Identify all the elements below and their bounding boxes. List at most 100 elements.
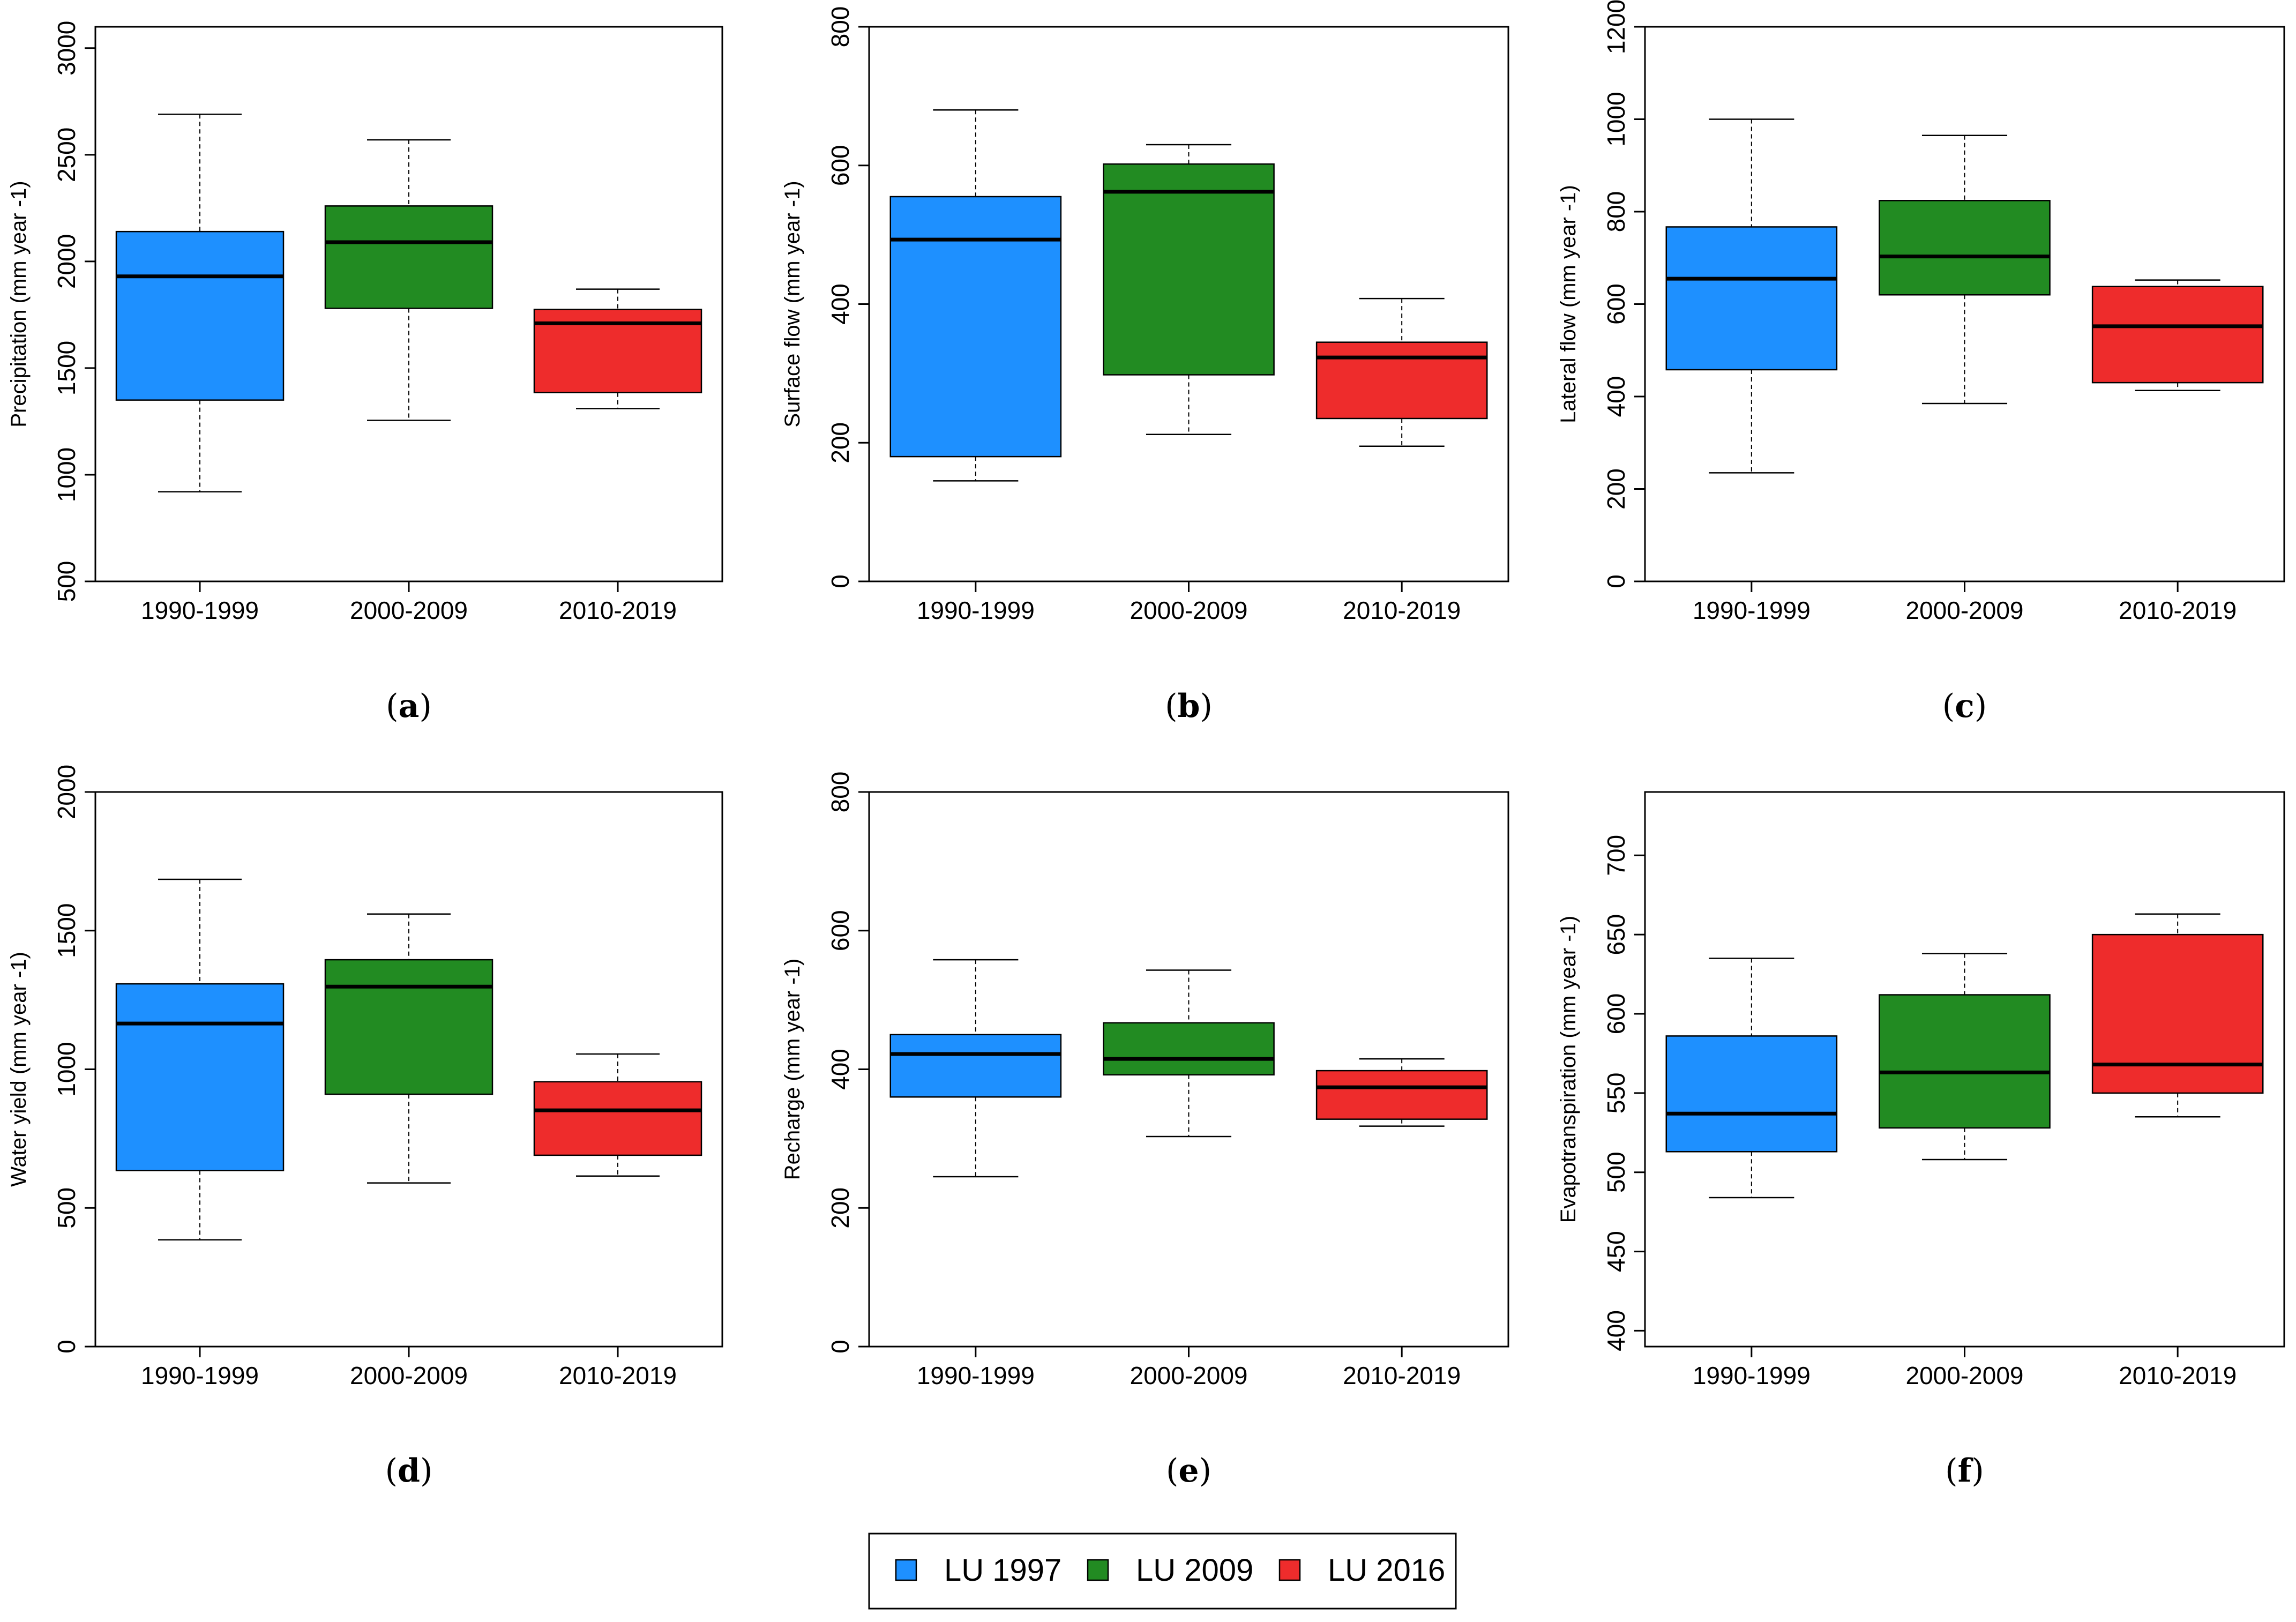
- y-tick-label: 800: [826, 772, 854, 813]
- box-a-3: [533, 288, 702, 409]
- x-tick-label: 1990-1999: [141, 1362, 259, 1389]
- y-tick-label: 2000: [53, 765, 80, 819]
- x-tick-label: 2000-2009: [350, 596, 468, 624]
- y-tick-label: 500: [53, 1187, 80, 1229]
- y-tick-label: 650: [1602, 914, 1630, 955]
- legend-item-2: LU 2009: [1087, 1553, 1253, 1588]
- box-iqr: [1103, 1022, 1275, 1076]
- box-f-1: [1665, 958, 1838, 1199]
- box-f-3: [2091, 913, 2264, 1118]
- y-tick-label: 400: [1602, 1310, 1630, 1351]
- panel-label: (d): [385, 1452, 433, 1490]
- box-iqr: [324, 205, 493, 309]
- x-tick-label: 2010-2019: [1343, 596, 1461, 624]
- y-tick-label: 0: [53, 1340, 80, 1354]
- y-tick-label: 800: [1602, 191, 1630, 233]
- x-tick-label: 1990-1999: [1693, 1362, 1811, 1389]
- box-b-3: [1315, 297, 1488, 447]
- y-tick-label: 2000: [53, 234, 80, 289]
- panel-f: 400 450 500 550 600 650 700 1990-1999 2000-2009 2…: [1557, 791, 2285, 1490]
- box-iqr: [889, 196, 1062, 458]
- y-tick-label: 400: [826, 283, 854, 325]
- y-tick-label: 1000: [53, 447, 80, 502]
- panel-b: 0 200 400 600 800 1990-1999 2000-2009 2010-2019…: [781, 6, 1509, 725]
- legend-label: LU 1997: [944, 1553, 1061, 1588]
- y-axis-title: Water yield (mm year -1): [7, 952, 31, 1187]
- box-c-3: [2091, 279, 2264, 392]
- y-axis-title: Evapotranspiration (mm year -1): [1557, 916, 1580, 1223]
- box-iqr: [1103, 163, 1275, 376]
- panel-c: 0 200 400 600 800 1000 1200 1990-1999 2000-2009 2…: [1557, 0, 2285, 725]
- y-tick-label: 200: [1602, 468, 1630, 510]
- legend-swatch: [1278, 1559, 1301, 1581]
- y-tick-label: 1000: [1602, 92, 1630, 146]
- legend: LU 1997 LU 2009 LU 2016: [868, 1533, 1457, 1610]
- box-iqr: [324, 959, 493, 1095]
- y-tick-label: 3000: [53, 21, 80, 76]
- panel-label: (b): [1165, 687, 1213, 725]
- box-a-2: [324, 139, 493, 421]
- box-b-1: [889, 109, 1062, 482]
- box-b-2: [1103, 144, 1275, 435]
- box-f-2: [1879, 953, 2051, 1161]
- panel-d: 0 500 1000 1500 2000 1990-1999 2000-2009 2010-2…: [7, 765, 723, 1490]
- box-iqr: [1665, 226, 1838, 371]
- y-tick-label: 550: [1602, 1072, 1630, 1113]
- y-tick-label: 450: [1602, 1231, 1630, 1272]
- box-c-1: [1665, 118, 1838, 474]
- box-d-1: [115, 878, 285, 1241]
- box-iqr: [533, 1081, 702, 1156]
- box-d-3: [533, 1053, 702, 1177]
- x-tick-label: 2010-2019: [559, 596, 677, 624]
- x-tick-label: 1990-1999: [917, 1362, 1035, 1389]
- box-d-2: [324, 913, 493, 1184]
- y-tick-label: 500: [53, 561, 80, 602]
- y-tick-label: 800: [826, 6, 854, 48]
- y-axis-title: Surface flow (mm year -1): [781, 181, 804, 427]
- x-tick-label: 2010-2019: [559, 1362, 677, 1389]
- legend-label: LU 2016: [1328, 1553, 1445, 1588]
- y-axis-title: Precipitation (mm year -1): [7, 181, 31, 427]
- y-tick-label: 1500: [53, 341, 80, 395]
- box-e-1: [889, 959, 1062, 1178]
- x-tick-label: 2000-2009: [1906, 596, 2024, 624]
- x-tick-label: 1990-1999: [917, 596, 1035, 624]
- box-iqr: [115, 983, 285, 1171]
- x-tick-label: 2000-2009: [1130, 596, 1248, 624]
- box-iqr: [1315, 341, 1488, 420]
- box-c-2: [1879, 134, 2051, 405]
- y-tick-label: 600: [1602, 283, 1630, 325]
- legend-frame: [868, 1533, 1457, 1610]
- panel-a: 500 1000 1500 2000 2500 3000 1990-1999 2000-200…: [7, 21, 723, 725]
- box-iqr: [1665, 1035, 1838, 1153]
- y-tick-label: 400: [1602, 376, 1630, 417]
- box-e-2: [1103, 969, 1275, 1138]
- box-e-3: [1315, 1058, 1488, 1127]
- box-a-1: [115, 113, 285, 493]
- y-tick-label: 2500: [53, 128, 80, 182]
- box-iqr: [1879, 200, 2051, 296]
- y-axis-title: Recharge (mm year -1): [781, 959, 804, 1180]
- panel-label: (c): [1942, 687, 1987, 725]
- x-tick-label: 2000-2009: [1906, 1362, 2024, 1389]
- y-axis-title: Lateral flow (mm year -1): [1557, 185, 1580, 423]
- y-tick-label: 0: [826, 1340, 854, 1354]
- legend-swatch: [895, 1559, 917, 1581]
- x-tick-label: 1990-1999: [141, 596, 259, 624]
- y-tick-label: 500: [1602, 1152, 1630, 1193]
- box-iqr: [1315, 1070, 1488, 1120]
- y-tick-label: 1500: [53, 903, 80, 958]
- box-iqr: [2091, 286, 2264, 384]
- box-iqr: [889, 1034, 1062, 1098]
- legend-swatch: [1087, 1559, 1109, 1581]
- y-tick-label: 0: [1602, 574, 1630, 588]
- x-tick-label: 2010-2019: [1343, 1362, 1461, 1389]
- box-iqr: [2091, 933, 2264, 1094]
- y-tick-label: 200: [826, 1187, 854, 1229]
- x-tick-label: 2000-2009: [350, 1362, 468, 1389]
- y-tick-label: 0: [826, 574, 854, 588]
- y-tick-label: 600: [826, 145, 854, 186]
- y-tick-label: 400: [826, 1049, 854, 1090]
